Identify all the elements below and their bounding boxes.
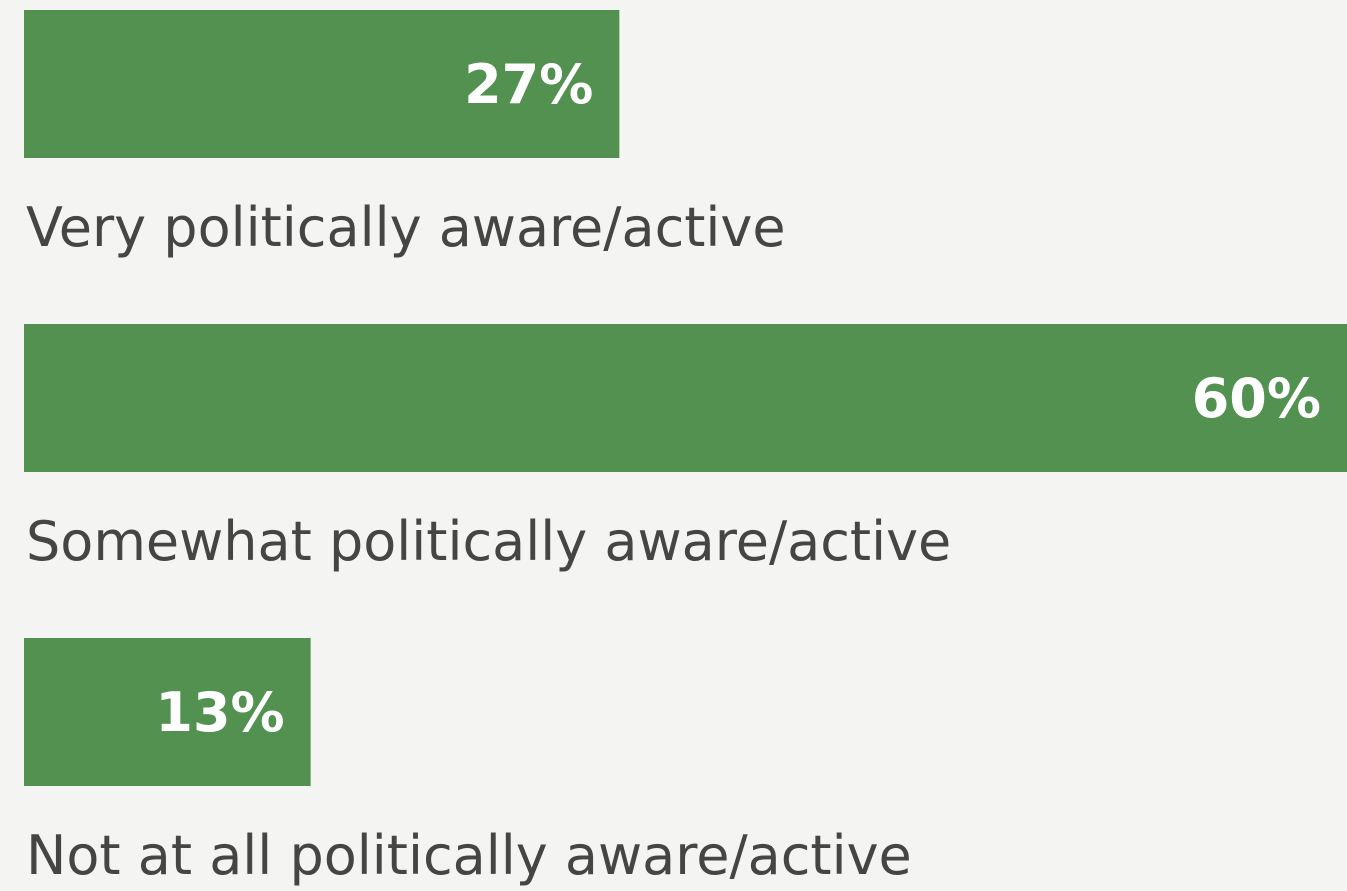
bar (24, 324, 1347, 472)
category-label: Very politically aware/active (26, 196, 786, 259)
value-label: 13% (155, 681, 284, 744)
bar (24, 638, 311, 786)
bar (24, 10, 620, 158)
value-label: 60% (1192, 367, 1321, 430)
category-label: Not at all politically aware/active (26, 824, 912, 887)
category-label: Somewhat politically aware/active (26, 510, 951, 573)
value-label: 27% (464, 53, 593, 116)
